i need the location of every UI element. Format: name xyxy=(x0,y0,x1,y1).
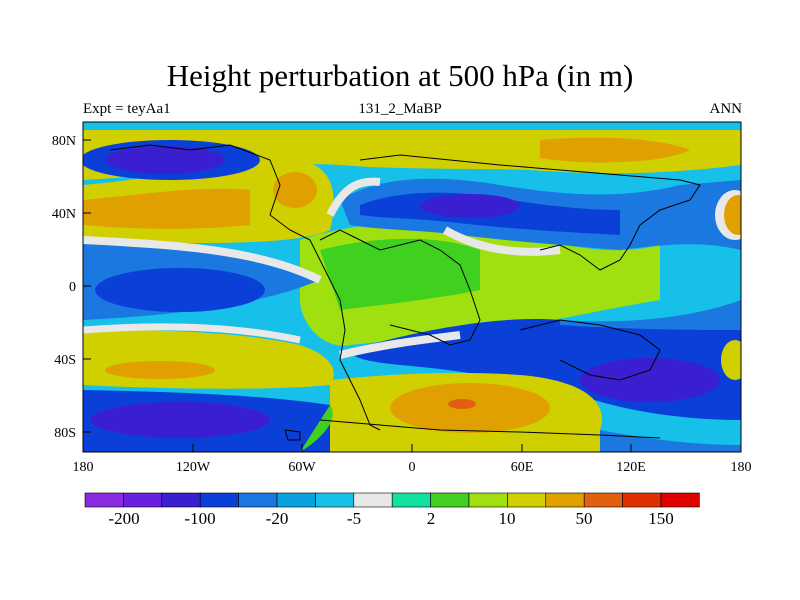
experiment-label: Expt = teyAa1 xyxy=(83,101,171,117)
season-label: ANN xyxy=(709,101,743,117)
y-axis-ticks xyxy=(83,139,91,433)
x-axis-ticks xyxy=(82,444,742,452)
x-tick-label: 60W xyxy=(288,460,316,475)
colorbar-label: -100 xyxy=(184,509,215,528)
map-title: Height perturbation at 500 hPa (in m) xyxy=(166,58,634,93)
contour-field xyxy=(83,122,741,452)
colorbar-swatch xyxy=(545,492,585,508)
coastlines xyxy=(109,144,701,441)
colorbar-swatch xyxy=(391,492,431,508)
colorbar-swatch xyxy=(161,492,201,508)
x-tick-label: 120E xyxy=(616,460,646,475)
colorbar-swatch xyxy=(622,492,662,508)
colorbar-swatch xyxy=(468,492,508,508)
colorbar-swatch xyxy=(199,492,239,508)
case-label: 131_2_MaBP xyxy=(358,101,442,117)
y-tick-label: 0 xyxy=(69,280,76,295)
x-tick-label: 180 xyxy=(731,460,752,475)
x-tick-label: 0 xyxy=(409,460,416,475)
colorbar-label: 10 xyxy=(499,509,516,528)
colorbar-swatch xyxy=(276,492,316,508)
colorbar-swatch xyxy=(583,492,623,508)
colorbar-label: -5 xyxy=(347,509,361,528)
colorbar-swatch xyxy=(430,492,470,508)
colorbar-swatch xyxy=(123,492,163,508)
colorbar-label: -20 xyxy=(266,509,289,528)
colorbar-swatch xyxy=(84,492,124,508)
colorbar-swatch xyxy=(507,492,547,508)
colorbar-label: -200 xyxy=(108,509,139,528)
colorbar-label: 150 xyxy=(648,509,674,528)
y-tick-label: 40S xyxy=(54,353,76,368)
colorbar-label: 50 xyxy=(576,509,593,528)
colorbar-swatch xyxy=(353,492,393,508)
colorbar-swatch xyxy=(238,492,278,508)
x-tick-label: 120W xyxy=(176,460,211,475)
x-tick-label: 60E xyxy=(511,460,534,475)
y-tick-label: 80N xyxy=(52,134,76,149)
colorbar xyxy=(84,492,700,508)
y-tick-label: 80S xyxy=(54,426,76,441)
colorbar-swatch xyxy=(315,492,355,508)
y-tick-label: 40N xyxy=(52,207,76,222)
x-tick-label: 180 xyxy=(73,460,94,475)
colorbar-label: 2 xyxy=(427,509,436,528)
colorbar-swatch xyxy=(660,492,700,508)
